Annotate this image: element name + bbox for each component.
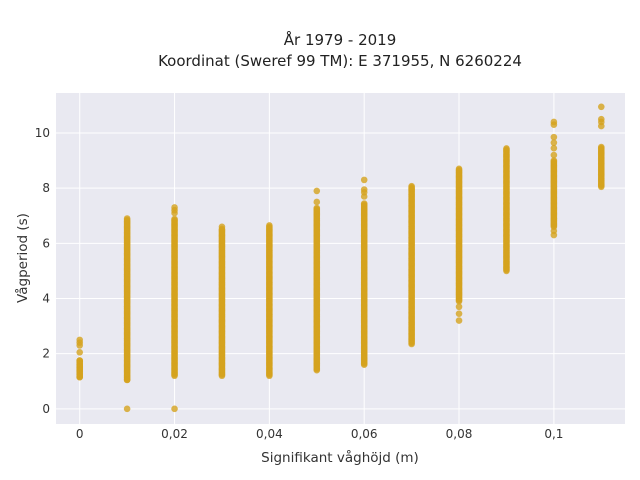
data-point: [76, 357, 84, 364]
data-point: [360, 200, 368, 207]
x-tick-label: 0,08: [446, 427, 473, 441]
data-point: [550, 144, 558, 152]
data-point: [597, 143, 605, 151]
data-point: [313, 198, 321, 206]
y-tick-label: 8: [42, 181, 50, 195]
data-point: [550, 227, 558, 235]
y-tick-label: 6: [42, 236, 50, 250]
data-points: [76, 103, 605, 413]
data-point: [360, 186, 368, 193]
data-point: [76, 348, 84, 356]
y-axis-title: Vågperiod (s): [14, 213, 31, 303]
data-point: [455, 317, 463, 324]
chart-title-line-2: Koordinat (Sweref 99 TM): E 371955, N 62…: [158, 52, 522, 70]
x-tick-label: 0,02: [161, 427, 188, 441]
y-tick-label: 4: [42, 291, 50, 305]
data-point: [266, 222, 273, 229]
data-point: [550, 151, 558, 159]
x-tick-label: 0: [76, 427, 84, 441]
data-point: [455, 165, 463, 173]
data-point: [313, 204, 321, 212]
y-axis-ticks: 0 2 4 6 8 10: [35, 126, 50, 416]
data-point: [123, 405, 131, 413]
data-point: [597, 103, 605, 111]
data-point: [123, 376, 131, 384]
chart-title-line-1: År 1979 - 2019: [284, 30, 397, 49]
data-point: [360, 176, 368, 184]
x-axis-ticks: 0 0,02 0,04 0,06 0,08 0,1: [76, 427, 564, 441]
data-point: [550, 157, 558, 164]
data-point: [550, 139, 558, 146]
plot-area: [56, 93, 625, 424]
data-point: [218, 223, 226, 231]
data-point: [76, 336, 84, 344]
data-point: [550, 118, 558, 126]
data-point: [455, 310, 463, 317]
x-tick-label: 0,1: [544, 427, 563, 441]
data-point: [455, 303, 463, 311]
data-point: [550, 133, 558, 141]
data-point: [171, 204, 178, 211]
data-point: [123, 215, 131, 222]
x-tick-label: 0,04: [256, 427, 283, 441]
data-point: [503, 145, 510, 152]
data-point: [171, 405, 178, 413]
data-point: [313, 187, 321, 195]
data-point: [171, 215, 178, 223]
data-point: [597, 115, 605, 123]
data-point: [408, 182, 415, 190]
x-axis-title: Signifikant våghöjd (m): [261, 449, 419, 466]
y-tick-label: 0: [42, 402, 50, 416]
x-tick-label: 0,06: [351, 427, 378, 441]
y-tick-label: 2: [42, 347, 50, 361]
y-tick-label: 10: [35, 126, 50, 140]
